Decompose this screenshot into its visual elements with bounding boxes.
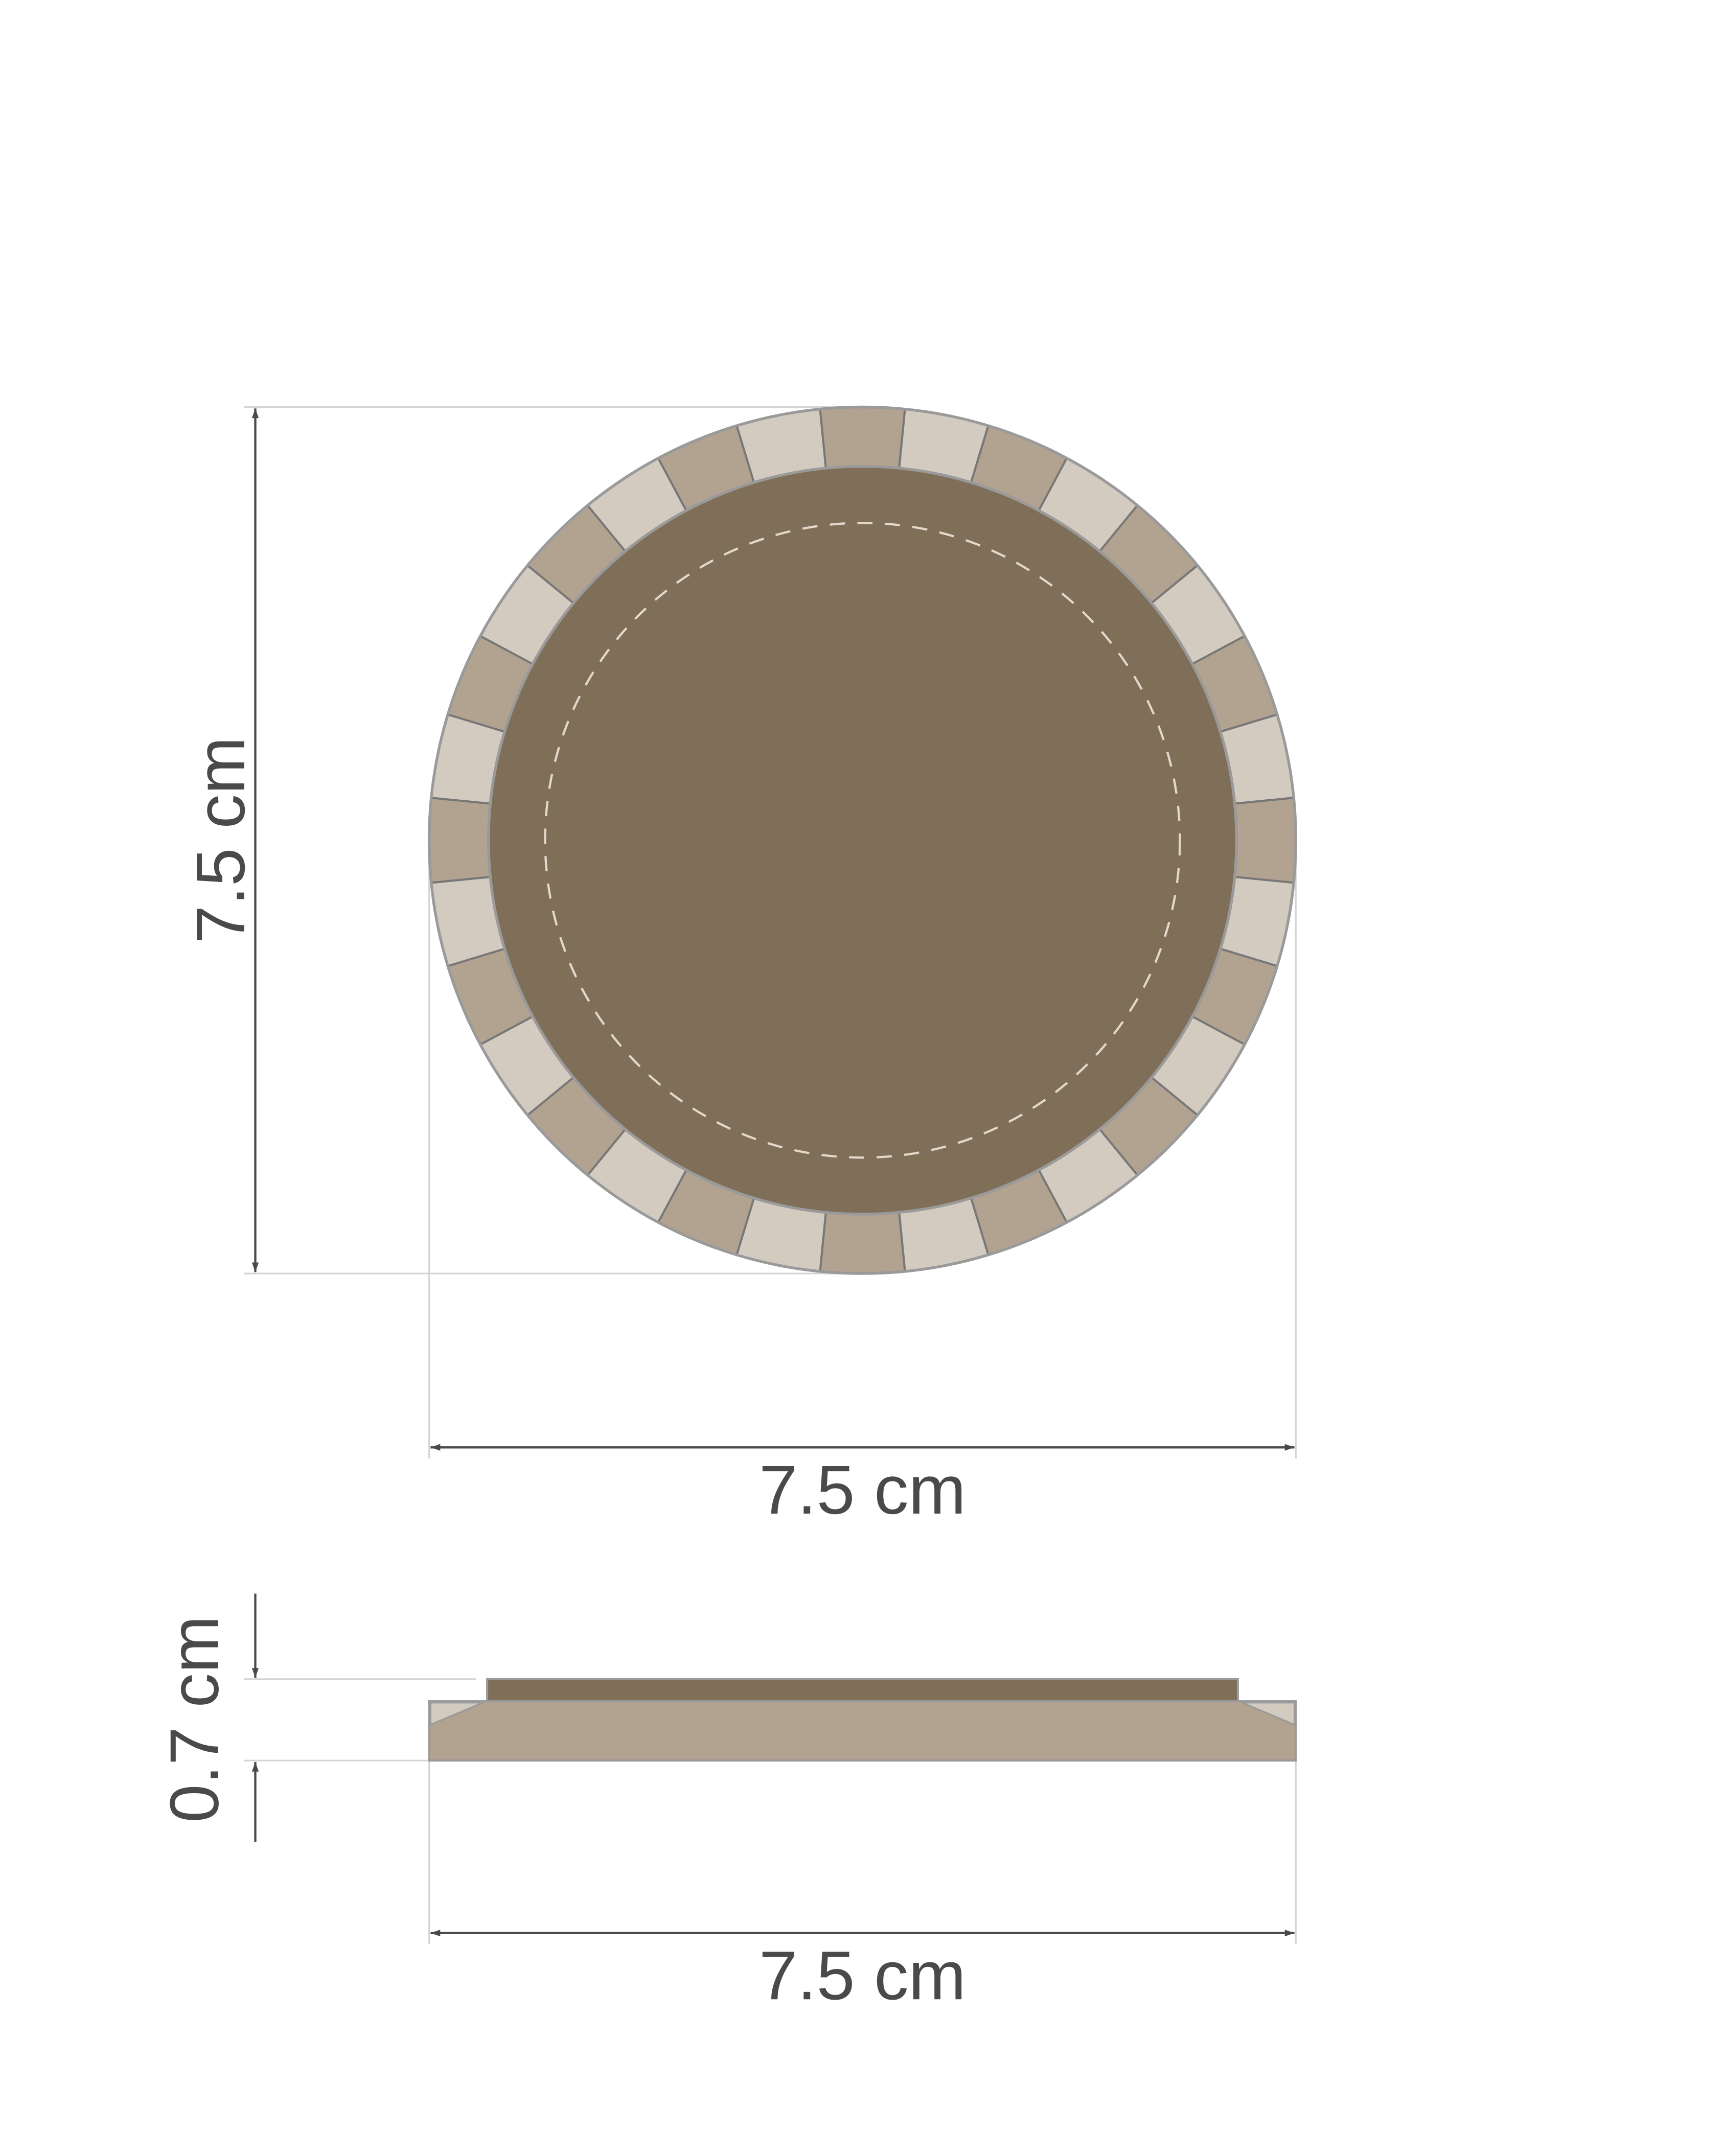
rim-tile — [1233, 796, 1297, 884]
rim-tile — [428, 796, 492, 884]
top-view: 7.5 cm 7.5 cm — [182, 405, 1297, 1528]
top-layer — [486, 1678, 1239, 1703]
base-layer — [428, 1700, 1297, 1762]
rim-corner-right — [1241, 1702, 1296, 1726]
rim-tile — [819, 406, 906, 470]
side-width-dimension-label: 7.5 cm — [759, 1937, 966, 2014]
thickness-dimension-label: 0.7 cm — [156, 1616, 233, 1823]
width-dimension-label: 7.5 cm — [759, 1451, 966, 1528]
outer-rim-outline — [428, 405, 1297, 1275]
height-dimension-label: 7.5 cm — [182, 737, 259, 944]
rim-tile — [819, 1211, 906, 1275]
rim-corner-left — [429, 1702, 484, 1726]
stitch-line — [544, 522, 1181, 1159]
side-view: 0.7 cm 7.5 cm — [156, 1593, 1297, 2014]
center-disk — [487, 465, 1238, 1216]
